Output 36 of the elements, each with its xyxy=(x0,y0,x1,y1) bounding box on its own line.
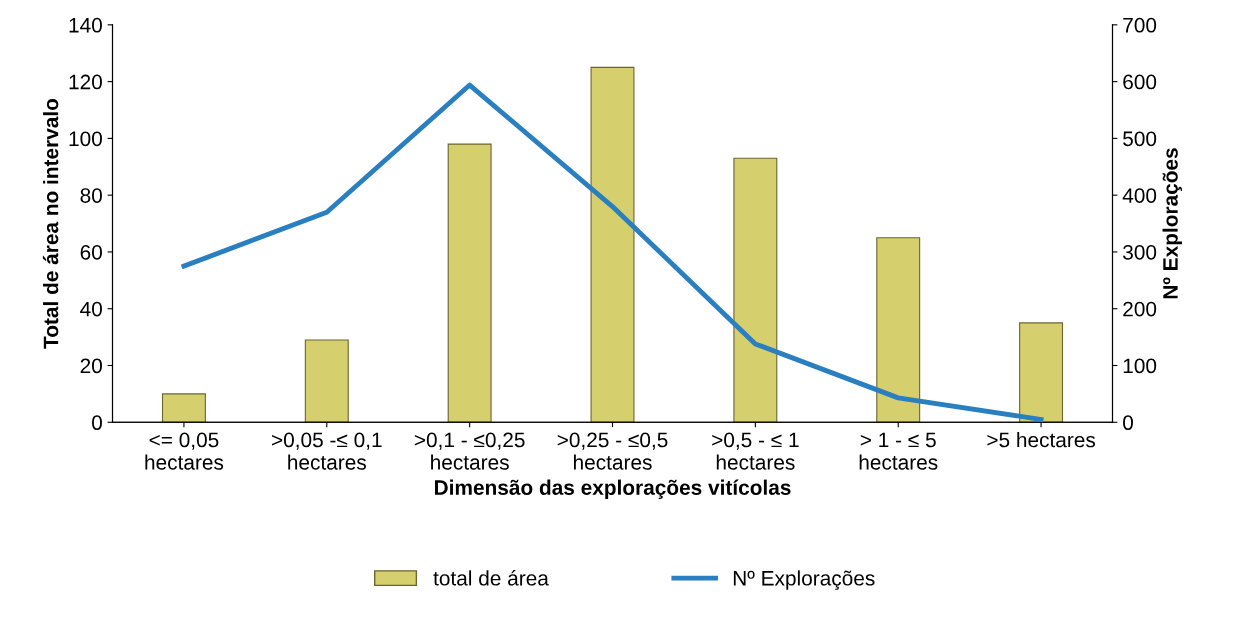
y2-tick-label: 400 xyxy=(1122,188,1157,203)
legend-label: Nº Explorações xyxy=(733,570,875,590)
y2-tick-label: 0 xyxy=(1123,415,1133,431)
bar xyxy=(590,66,635,423)
y-tick-label: 140 xyxy=(69,17,102,33)
y2-tick-label: 600 xyxy=(1123,74,1157,90)
line-series xyxy=(181,82,1044,422)
bar xyxy=(304,339,349,423)
x-tick-label: >0,25 - ≤0,5 hectares xyxy=(557,432,668,470)
x-tick-label: > 1 - ≤ 5 hectares xyxy=(859,432,938,470)
y-axis-title: Total de área no intervalo xyxy=(42,98,59,349)
x-tick-label: >0,5 - ≤ 1 hectares xyxy=(712,432,799,470)
bar xyxy=(161,393,206,423)
legend-label: total de área xyxy=(433,570,549,586)
x-tick-label: <= 0,05 hectares xyxy=(145,432,224,470)
y-tick-label: 60 xyxy=(80,244,102,260)
bar xyxy=(733,157,778,423)
y2-tick-label: 200 xyxy=(1123,301,1157,317)
bar xyxy=(876,237,921,423)
y2-axis-title: Nº Explorações xyxy=(1162,148,1182,299)
y-tick-label: 40 xyxy=(80,301,102,317)
y-tick-label: 100 xyxy=(69,131,102,147)
x-tick-label: >5 hectares xyxy=(987,432,1096,448)
y-tick-label: 0 xyxy=(92,415,102,431)
y2-tick-label: 500 xyxy=(1123,131,1157,147)
y-tick-label: 80 xyxy=(80,188,102,203)
y-tick-label: 20 xyxy=(80,358,102,374)
y2-tick-label: 100 xyxy=(1123,358,1157,374)
bar xyxy=(1019,322,1064,423)
y-tick-label: 120 xyxy=(69,74,102,90)
y2-tick-label: 700 xyxy=(1123,17,1157,33)
y2-tick-label: 300 xyxy=(1123,244,1157,260)
bar xyxy=(447,143,492,423)
x-tick-label: >0,1 - ≤0,25 hectares xyxy=(414,432,525,470)
x-axis-title: Dimensão das explorações vitícolas xyxy=(435,479,791,500)
x-tick-label: >0,05 -≤ 0,1 hectares xyxy=(272,432,382,470)
